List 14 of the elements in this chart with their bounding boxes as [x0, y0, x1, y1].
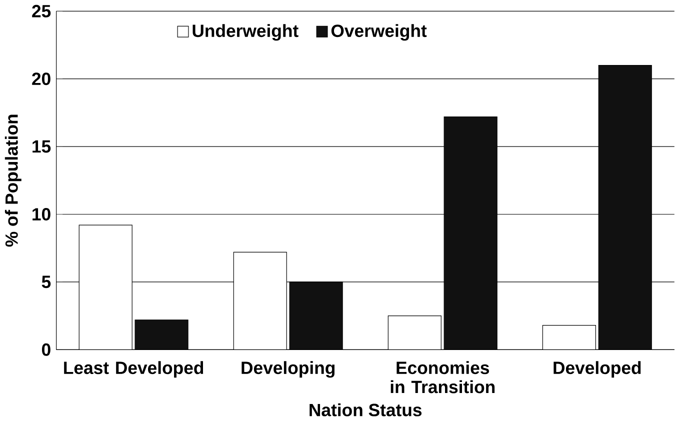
legend-label: Overweight — [331, 24, 427, 41]
x-tick-label: Developing — [242, 361, 335, 378]
x-tick-label: Least Developed — [64, 361, 204, 378]
x-axis-title: Nation Status — [310, 403, 422, 416]
y-tick-label: 15 — [32, 140, 51, 153]
x-tick-label: Developed — [554, 361, 641, 378]
y-tick-label: 0 — [42, 343, 50, 356]
y-tick-label: 5 — [42, 276, 51, 288]
y-tick-label: 10 — [32, 208, 50, 220]
y-tick-label: 20 — [32, 72, 50, 86]
y-tick-label: 25 — [32, 4, 51, 18]
x-tick-label: Economies in Transition — [390, 361, 495, 394]
y-axis-title: % of Population — [4, 114, 22, 247]
legend-label: Underweight — [192, 24, 298, 41]
